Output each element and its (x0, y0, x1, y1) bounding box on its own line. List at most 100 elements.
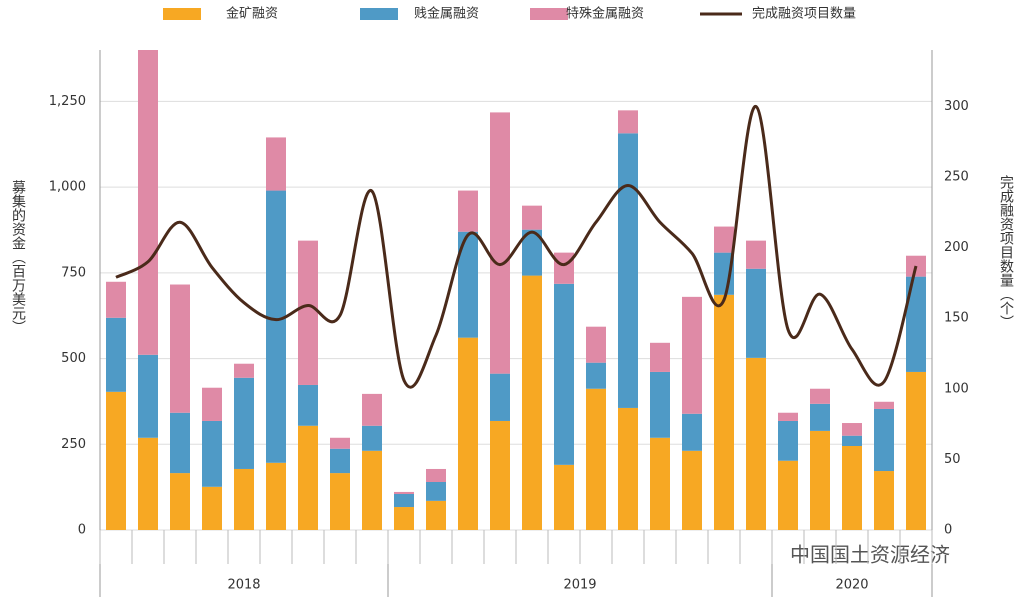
legend-swatch (163, 8, 201, 20)
y2-tick-label: 50 (944, 452, 961, 467)
bar (682, 296, 702, 414)
y-tick-label: 1,000 (49, 180, 86, 195)
legend-label: 贱金属融资 (414, 6, 479, 22)
bar (522, 205, 542, 230)
bar (426, 500, 446, 530)
bar (650, 371, 670, 438)
bar (874, 401, 894, 409)
bar (362, 450, 382, 530)
y2-tick-label: 200 (944, 240, 969, 255)
bar (650, 437, 670, 530)
bar (458, 190, 478, 232)
y-tick-label: 750 (61, 265, 86, 280)
bar (170, 412, 190, 474)
y2-axis-label: 完成融资项目数量（个） (998, 175, 1014, 329)
bar (330, 437, 350, 449)
bar (458, 231, 478, 338)
bar (362, 425, 382, 451)
bar (170, 284, 190, 413)
bar (266, 190, 286, 463)
bar (874, 408, 894, 472)
bar (554, 252, 574, 284)
x-group-label: 2019 (563, 578, 596, 593)
bar (586, 388, 606, 530)
bar (618, 133, 638, 408)
bar (458, 337, 478, 530)
bar (298, 240, 318, 385)
bar (586, 326, 606, 363)
legend-swatch (530, 8, 568, 20)
bar (810, 430, 830, 530)
legend-label: 完成融资项目数量 (752, 7, 856, 22)
bar (522, 275, 542, 530)
y2-tick-label: 100 (944, 381, 969, 396)
bar (810, 388, 830, 404)
bar (842, 446, 862, 530)
y2-tick-label: 250 (944, 170, 969, 185)
bar (234, 377, 254, 469)
bar (106, 317, 126, 392)
bar (906, 276, 926, 372)
bar (234, 468, 254, 530)
bar (106, 281, 126, 318)
bar (842, 435, 862, 446)
y-tick-label: 250 (61, 437, 86, 452)
legend-label: 金矿融资 (226, 6, 278, 22)
bar (426, 468, 446, 482)
bar (842, 423, 862, 436)
bar (586, 362, 606, 389)
y-tick-label: 1,250 (49, 94, 86, 109)
bar (490, 112, 510, 374)
bar (490, 420, 510, 530)
bar (202, 486, 222, 530)
x-group-label: 2020 (835, 578, 868, 593)
bar (106, 391, 126, 530)
bar (330, 473, 350, 530)
bar (266, 462, 286, 530)
bar (298, 384, 318, 426)
y2-tick-label: 300 (944, 99, 969, 114)
bar (906, 371, 926, 530)
y-axis-label: 募集的资金（百万美元） (10, 180, 26, 334)
legend-swatch (360, 8, 398, 20)
bar (266, 137, 286, 191)
bar (490, 373, 510, 421)
y-tick-label: 500 (61, 351, 86, 366)
bar (554, 283, 574, 465)
bar (746, 357, 766, 530)
bar (778, 420, 798, 461)
bar (202, 420, 222, 487)
bar (394, 494, 414, 508)
bar (170, 473, 190, 530)
bar (810, 403, 830, 431)
bar (682, 413, 702, 451)
line (115, 104, 918, 389)
bar (138, 354, 158, 438)
bar (714, 294, 734, 530)
y2-tick-label: 0 (944, 523, 952, 538)
bar (234, 363, 254, 378)
bar (874, 471, 894, 530)
bar (682, 450, 702, 530)
bar (746, 268, 766, 358)
bar (746, 240, 766, 269)
bar (138, 437, 158, 530)
bar (714, 226, 734, 253)
y-tick-label: 0 (78, 523, 86, 538)
legend-label: 特殊金属融资 (566, 6, 644, 22)
bar (618, 407, 638, 530)
bar (394, 491, 414, 494)
bar (298, 425, 318, 530)
bar (554, 464, 574, 530)
bar (778, 460, 798, 530)
bar (778, 412, 798, 421)
bar (650, 342, 670, 372)
bar (426, 482, 446, 501)
bar (362, 393, 382, 426)
bar (202, 387, 222, 421)
bar (394, 507, 414, 530)
bar (522, 229, 542, 276)
bar (330, 448, 350, 474)
bar (138, 50, 158, 355)
